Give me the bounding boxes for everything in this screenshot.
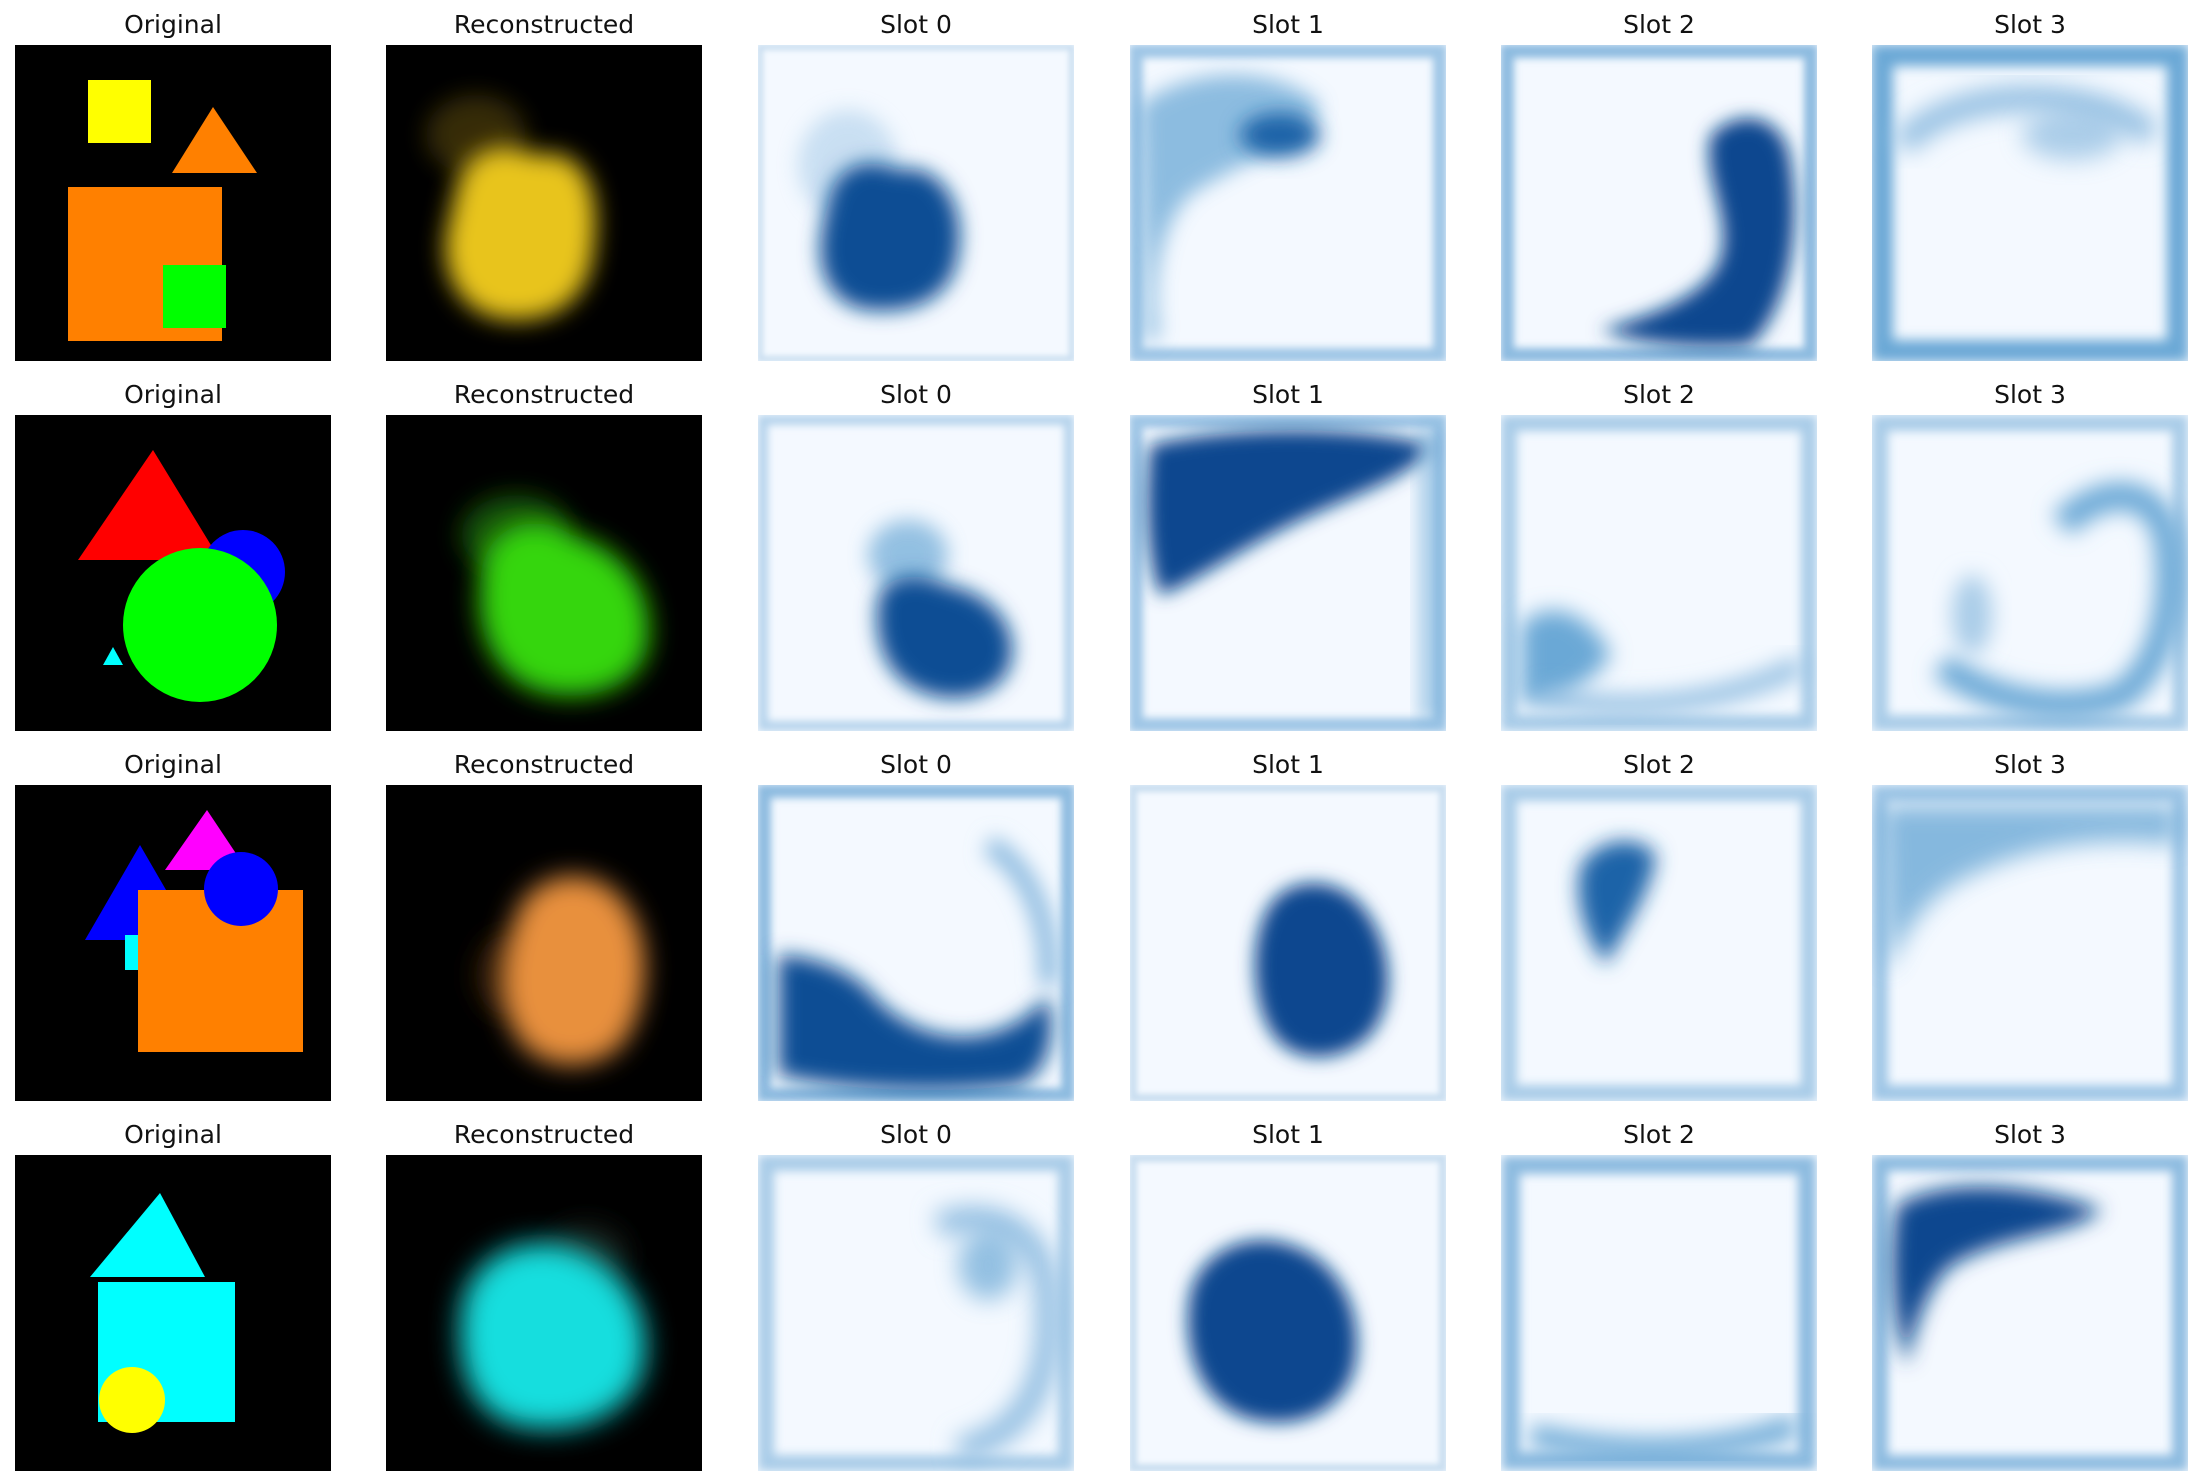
title-reconstructed-row1: Reconstructed bbox=[453, 380, 635, 409]
slot1-mask-row3 bbox=[1130, 1155, 1446, 1471]
title-reconstructed-row3: Reconstructed bbox=[453, 1120, 635, 1149]
slot1-mask-row1 bbox=[1130, 415, 1446, 731]
title-slot1-row3: Slot 1 bbox=[1252, 1120, 1324, 1149]
original-image-row3 bbox=[15, 1155, 331, 1471]
slot3-mask-row3 bbox=[1872, 1155, 2188, 1471]
slot1-mask-row2 bbox=[1130, 785, 1446, 1101]
cyan-triangle-shape bbox=[103, 647, 123, 665]
green-square-shape bbox=[163, 265, 226, 328]
title-reconstructed-row2: Reconstructed bbox=[453, 750, 635, 779]
slot0-mask-row3 bbox=[758, 1155, 1074, 1471]
title-slot3-row3: Slot 3 bbox=[1994, 1120, 2066, 1149]
slot3-mask-row0 bbox=[1872, 45, 2188, 361]
slot0-mask-row0 bbox=[758, 45, 1074, 361]
title-slot2-row0: Slot 2 bbox=[1623, 10, 1695, 39]
slot1-mask-row0 bbox=[1130, 45, 1446, 361]
slot2-mask-row3 bbox=[1501, 1155, 1817, 1471]
title-slot2-row2: Slot 2 bbox=[1623, 750, 1695, 779]
title-slot2-row1: Slot 2 bbox=[1623, 380, 1695, 409]
title-slot3-row1: Slot 3 bbox=[1994, 380, 2066, 409]
reconstructed-image-row2 bbox=[386, 785, 702, 1101]
title-slot2-row3: Slot 2 bbox=[1623, 1120, 1695, 1149]
original-image-row0 bbox=[15, 45, 331, 361]
title-original-row3: Original bbox=[124, 1120, 222, 1149]
title-slot0-row2: Slot 0 bbox=[880, 750, 952, 779]
yellow-square-shape bbox=[88, 80, 151, 143]
title-slot0-row1: Slot 0 bbox=[880, 380, 952, 409]
slot2-mask-row2 bbox=[1501, 785, 1817, 1101]
orange-triangle-shape bbox=[172, 107, 257, 173]
slot3-mask-row1 bbox=[1872, 415, 2188, 731]
slot3-mask-row2 bbox=[1872, 785, 2188, 1101]
original-image-row2 bbox=[15, 785, 331, 1101]
slot2-mask-row1 bbox=[1501, 415, 1817, 731]
reconstructed-image-row1 bbox=[386, 415, 702, 731]
green-circle-shape bbox=[123, 548, 277, 702]
reconstructed-image-row0 bbox=[386, 45, 702, 361]
slot2-mask-row0 bbox=[1501, 45, 1817, 361]
original-image-row1 bbox=[15, 415, 331, 731]
slot0-mask-row2 bbox=[758, 785, 1074, 1101]
title-slot1-row1: Slot 1 bbox=[1252, 380, 1324, 409]
title-slot0-row3: Slot 0 bbox=[880, 1120, 952, 1149]
title-slot1-row2: Slot 1 bbox=[1252, 750, 1324, 779]
title-original-row0: Original bbox=[124, 10, 222, 39]
reconstructed-image-row3 bbox=[386, 1155, 702, 1471]
title-original-row2: Original bbox=[124, 750, 222, 779]
blue-circle-shape bbox=[204, 852, 278, 926]
slot0-mask-row1 bbox=[758, 415, 1074, 731]
title-slot1-row0: Slot 1 bbox=[1252, 10, 1324, 39]
title-reconstructed-row0: Reconstructed bbox=[453, 10, 635, 39]
title-original-row1: Original bbox=[124, 380, 222, 409]
title-slot3-row2: Slot 3 bbox=[1994, 750, 2066, 779]
red-triangle-shape bbox=[78, 450, 220, 560]
cyan-triangle-shape bbox=[90, 1193, 205, 1277]
title-slot0-row0: Slot 0 bbox=[880, 10, 952, 39]
yellow-circle-shape bbox=[99, 1367, 165, 1433]
title-slot3-row0: Slot 3 bbox=[1994, 10, 2066, 39]
